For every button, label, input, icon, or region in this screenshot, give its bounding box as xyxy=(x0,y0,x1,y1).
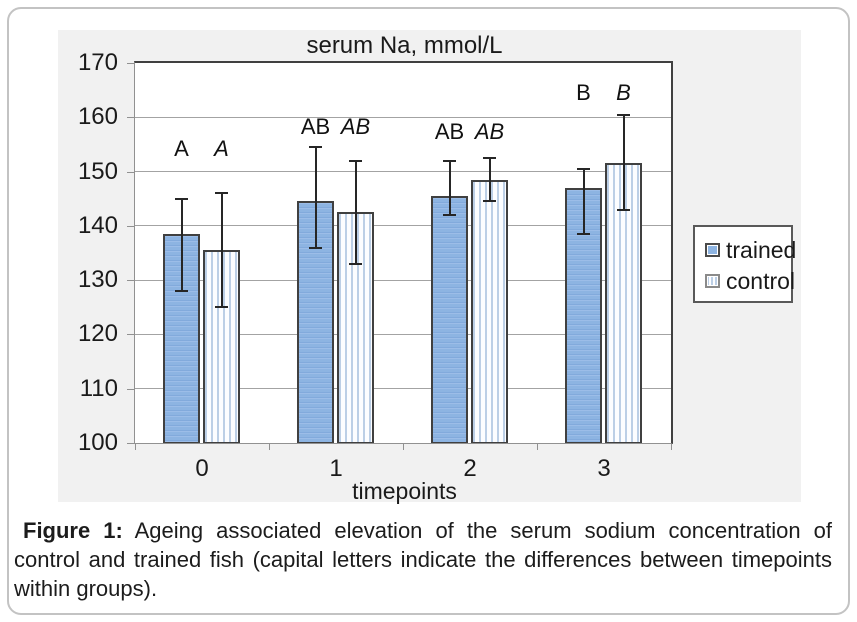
figure-caption-label: Figure 1: xyxy=(23,518,123,543)
error-bar-trained xyxy=(314,147,317,248)
error-bar-trained xyxy=(448,160,451,215)
y-tick-mark xyxy=(127,280,135,282)
gridline xyxy=(135,388,671,390)
error-bar-control xyxy=(622,114,625,210)
significance-letter-control: AB xyxy=(340,114,371,140)
gridline xyxy=(135,333,671,335)
error-bar-cap-control xyxy=(215,192,228,195)
x-category-label: 2 xyxy=(463,455,477,482)
y-tick-label: 140 xyxy=(77,211,118,239)
gridline xyxy=(135,225,671,227)
trained-swatch-icon xyxy=(705,243,720,257)
legend: trained control xyxy=(693,225,796,303)
error-bar-cap-trained xyxy=(577,167,590,170)
bar-control xyxy=(471,179,508,443)
y-tick-mark xyxy=(127,225,135,227)
gridline xyxy=(135,116,671,118)
error-bar-cap-trained xyxy=(577,233,590,235)
plot-area: A AB AB B A AB AB B xyxy=(134,61,673,444)
control-swatch-icon xyxy=(705,274,720,288)
y-tick-label: 100 xyxy=(77,429,118,456)
error-bar-cap-control xyxy=(617,113,630,116)
x-tick-mark xyxy=(135,444,136,450)
significance-letter-trained: AB xyxy=(434,119,465,145)
error-bar-control xyxy=(220,193,223,308)
y-tick-mark xyxy=(127,443,135,444)
figure-caption: Figure 1: Ageing associated elevation of… xyxy=(14,516,832,603)
y-tick-label: 150 xyxy=(77,157,118,185)
legend-label-trained: trained xyxy=(726,236,797,263)
significance-letter-control: AB xyxy=(474,119,505,145)
gridline xyxy=(135,279,671,281)
y-tick-mark xyxy=(127,117,135,119)
gridline xyxy=(135,171,671,173)
error-bar-trained xyxy=(582,168,585,234)
y-tick-label: 130 xyxy=(77,266,118,294)
x-category-label: 0 xyxy=(195,455,209,482)
error-bar-cap-trained xyxy=(309,146,322,149)
y-tick-label: 120 xyxy=(77,320,118,348)
x-tick-mark xyxy=(269,444,270,450)
legend-item-control: control xyxy=(705,268,795,294)
error-bar-control xyxy=(354,160,357,264)
significance-letter-trained: A xyxy=(174,135,189,161)
y-tick-mark xyxy=(127,388,135,390)
bar-trained xyxy=(431,196,468,443)
error-bar-cap-control xyxy=(483,157,496,159)
x-axis-title: timepoints xyxy=(352,478,457,504)
y-tick-label: 160 xyxy=(77,103,118,131)
figure-caption-text: Ageing associated elevation of the serum… xyxy=(14,518,832,601)
error-bar-cap-trained xyxy=(443,214,456,216)
error-bar-control xyxy=(488,158,491,202)
x-category-label: 1 xyxy=(329,455,343,482)
significance-letter-control: B xyxy=(616,79,631,105)
error-bar-cap-control xyxy=(349,159,362,162)
x-tick-mark xyxy=(671,444,672,450)
error-bar-trained xyxy=(180,198,183,291)
y-tick-mark xyxy=(127,334,135,336)
y-tick-label: 110 xyxy=(79,374,118,402)
error-bar-cap-trained xyxy=(175,197,188,200)
error-bar-cap-trained xyxy=(309,246,322,249)
error-bar-cap-trained xyxy=(175,290,188,292)
legend-label-control: control xyxy=(726,267,796,294)
y-tick-mark xyxy=(127,171,135,173)
x-category-label: 3 xyxy=(597,455,611,482)
significance-letter-control: A xyxy=(214,135,229,161)
x-tick-mark xyxy=(403,444,404,450)
x-tick-mark xyxy=(537,444,538,450)
y-tick-label: 170 xyxy=(77,49,118,76)
y-tick-mark xyxy=(127,63,135,64)
chart-title: serum Na, mmol/L xyxy=(306,32,503,59)
significance-letter-trained: B xyxy=(576,79,591,105)
error-bar-cap-control xyxy=(617,208,630,211)
error-bar-cap-control xyxy=(349,262,362,265)
error-bar-cap-control xyxy=(483,200,496,203)
error-bar-cap-trained xyxy=(443,159,456,162)
legend-item-trained: trained xyxy=(705,237,796,263)
significance-letter-trained: AB xyxy=(300,114,331,140)
error-bar-cap-control xyxy=(215,306,228,309)
chart-area: serum Na, mmol/L A AB AB B A AB AB B 100 110 120 1… xyxy=(58,30,801,504)
